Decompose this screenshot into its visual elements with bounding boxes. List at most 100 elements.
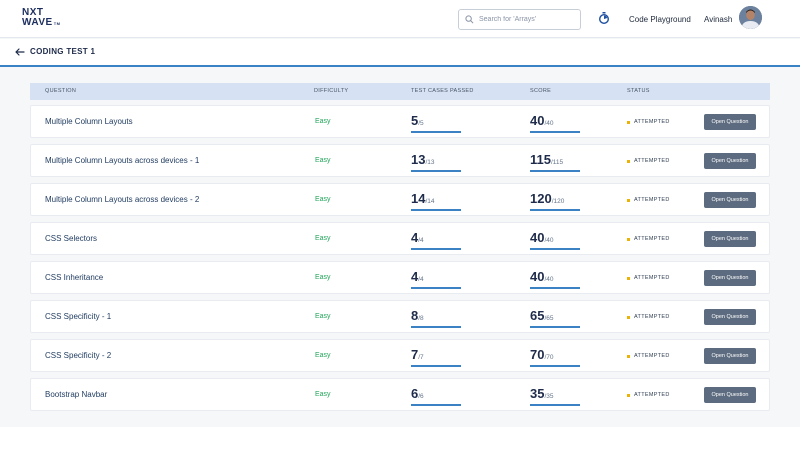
status-badge: ATTEMPTED (627, 197, 670, 203)
status-dot (627, 159, 630, 163)
header-tests: TEST CASES PASSED (411, 88, 474, 94)
score-progress-bar (530, 287, 580, 289)
tests-progress-fill (411, 248, 461, 250)
score-value: 40 (530, 230, 545, 245)
score-progress-bar (530, 404, 580, 406)
avatar[interactable] (739, 6, 762, 29)
score-progress-bar (530, 131, 580, 133)
tests-total-value: /14 (425, 198, 435, 205)
tests-progress-bar (411, 326, 461, 328)
status-label: ATTEMPTED (634, 158, 670, 164)
score-value: 40 (530, 269, 545, 284)
questions-table: Multiple Column Layouts Easy 5/5 40/40 A… (30, 105, 770, 417)
tests-progress-bar (411, 209, 461, 211)
table-row: Multiple Column Layouts across devices -… (30, 183, 770, 216)
tests-passed-value: 4 (411, 230, 419, 245)
score: 40/40 (530, 112, 580, 133)
score-total-value: /65 (544, 315, 554, 322)
question-title: Multiple Column Layouts across devices -… (45, 195, 200, 204)
tests-progress-fill (411, 209, 461, 211)
status-dot (627, 393, 630, 397)
score-total-value: /40 (544, 120, 554, 127)
question-title: Multiple Column Layouts (45, 117, 133, 126)
status-badge: ATTEMPTED (627, 392, 670, 398)
status-badge: ATTEMPTED (627, 275, 670, 281)
difficulty-label: Easy (315, 196, 331, 203)
tests-progress-bar (411, 170, 461, 172)
status-dot (627, 237, 630, 241)
score-value: 40 (530, 113, 545, 128)
score-progress-bar (530, 365, 580, 367)
score: 40/40 (530, 229, 580, 250)
test-cases-passed: 8/8 (411, 307, 461, 328)
tests-progress-bar (411, 365, 461, 367)
open-question-button[interactable]: Open Question (704, 309, 756, 325)
status-badge: ATTEMPTED (627, 119, 670, 125)
header-status: STATUS (627, 88, 650, 94)
tests-progress-fill (411, 287, 461, 289)
open-question-button[interactable]: Open Question (704, 192, 756, 208)
tests-progress-bar (411, 404, 461, 406)
status-badge: ATTEMPTED (627, 353, 670, 359)
tests-total-value: /4 (418, 237, 424, 244)
avatar-image (739, 6, 762, 29)
footer-area (0, 427, 800, 450)
test-cases-passed: 6/6 (411, 385, 461, 406)
tests-total-value: /6 (418, 393, 424, 400)
status-label: ATTEMPTED (634, 392, 670, 398)
tests-passed-value: 6 (411, 386, 419, 401)
difficulty-label: Easy (315, 313, 331, 320)
code-playground-link[interactable]: Code Playground (629, 15, 691, 24)
table-row: CSS Inheritance Easy 4/4 40/40 ATTEMPTED… (30, 261, 770, 294)
score-progress-bar (530, 248, 580, 250)
arrow-left-icon[interactable] (14, 46, 26, 58)
open-question-button[interactable]: Open Question (704, 231, 756, 247)
tests-progress-bar (411, 248, 461, 250)
open-question-button[interactable]: Open Question (704, 153, 756, 169)
score-value: 65 (530, 308, 545, 323)
score-value: 115 (530, 152, 551, 167)
score-progress-fill (530, 287, 580, 289)
table-header: QUESTION DIFFICULTY TEST CASES PASSED SC… (30, 83, 770, 100)
tests-passed-value: 7 (411, 347, 419, 362)
table-row: Multiple Column Layouts across devices -… (30, 144, 770, 177)
tests-passed-value: 14 (411, 191, 426, 206)
tests-progress-fill (411, 404, 461, 406)
open-question-button[interactable]: Open Question (704, 387, 756, 403)
logo-line1: NXT (22, 7, 44, 18)
score: 70/70 (530, 346, 580, 367)
open-question-button[interactable]: Open Question (704, 270, 756, 286)
search-input[interactable] (479, 16, 579, 23)
status-label: ATTEMPTED (634, 119, 670, 125)
test-cases-passed: 7/7 (411, 346, 461, 367)
difficulty-label: Easy (315, 391, 331, 398)
score-total-value: /70 (544, 354, 554, 361)
score-total-value: /115 (550, 159, 564, 166)
status-label: ATTEMPTED (634, 275, 670, 281)
table-row: Bootstrap Navbar Easy 6/6 35/35 ATTEMPTE… (30, 378, 770, 411)
timer-icon[interactable] (598, 12, 610, 24)
test-cases-passed: 13/13 (411, 151, 461, 172)
status-badge: ATTEMPTED (627, 236, 670, 242)
score-value: 120 (530, 191, 552, 206)
score: 120/120 (530, 190, 580, 211)
open-question-button[interactable]: Open Question (704, 348, 756, 364)
score-progress-fill (530, 404, 580, 406)
sub-header: CODING TEST 1 (0, 39, 800, 67)
status-dot (627, 315, 630, 319)
status-label: ATTEMPTED (634, 314, 670, 320)
score: 35/35 (530, 385, 580, 406)
search-box[interactable] (458, 9, 581, 30)
tests-passed-value: 5 (411, 113, 419, 128)
difficulty-label: Easy (315, 118, 331, 125)
status-label: ATTEMPTED (634, 353, 670, 359)
score-progress-bar (530, 170, 580, 172)
open-question-button[interactable]: Open Question (704, 114, 756, 130)
test-cases-passed: 4/4 (411, 268, 461, 289)
tests-progress-bar (411, 287, 461, 289)
score-value: 35 (530, 386, 545, 401)
logo-line2: WAVE (22, 17, 53, 28)
status-dot (627, 198, 630, 202)
logo[interactable]: NXT WAVETM (22, 8, 61, 29)
test-cases-passed: 5/5 (411, 112, 461, 133)
